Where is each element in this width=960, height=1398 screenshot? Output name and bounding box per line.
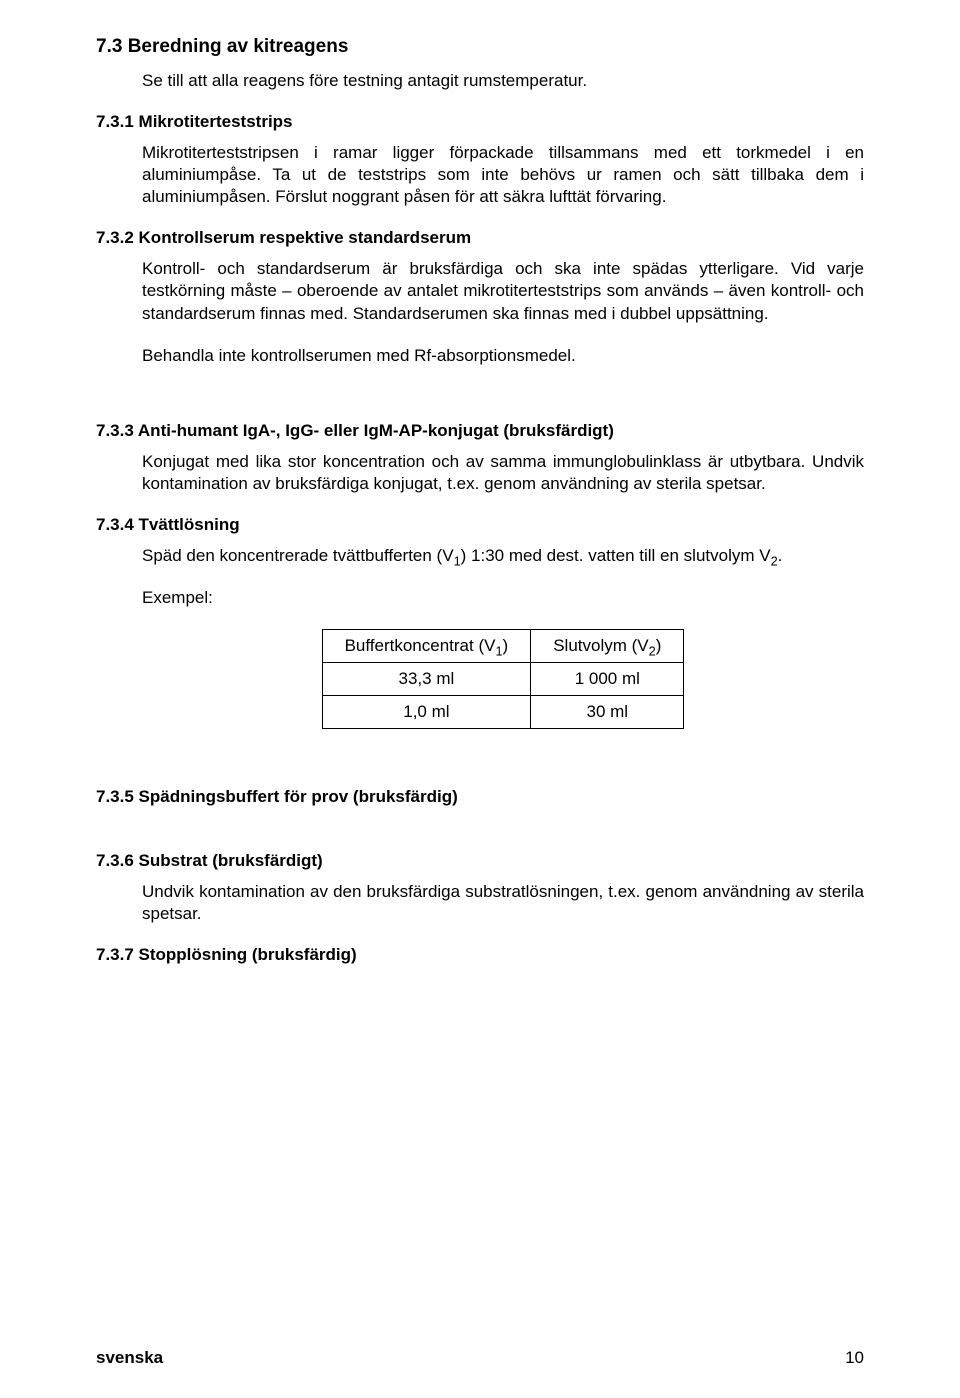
table-cell: 1 000 ml — [531, 663, 684, 696]
text-fragment: . — [778, 546, 783, 565]
section-7-3-2-heading: 7.3.2 Kontrollserum respektive standards… — [96, 228, 864, 248]
section-7-3-4-example-label: Exempel: — [142, 587, 864, 609]
section-7-3-1-body: Mikrotiterteststripsen i ramar ligger fö… — [142, 142, 864, 208]
section-7-3-intro: Se till att alla reagens före testning a… — [142, 70, 864, 92]
section-7-3-4-heading: 7.3.4 Tvättlösning — [96, 515, 864, 535]
table-header-col1: Buffertkoncentrat (V1) — [322, 630, 531, 663]
section-7-3-heading: 7.3 Beredning av kitreagens — [96, 36, 864, 58]
section-7-3-6-heading: 7.3.6 Substrat (bruksfärdigt) — [96, 851, 864, 871]
table-row: 1,0 ml 30 ml — [322, 696, 684, 729]
section-7-3-4-body-a: Späd den koncentrerade tvättbufferten (V… — [142, 545, 864, 567]
section-7-3-5-heading: 7.3.5 Spädningsbuffert för prov (bruksfä… — [96, 787, 864, 807]
text-fragment: Slutvolym (V — [553, 636, 648, 655]
section-7-3-3-body: Konjugat med lika stor koncentration och… — [142, 451, 864, 495]
section-7-3-2-body-a: Kontroll- och standardserum är bruksfärd… — [142, 258, 864, 324]
table-header-col2: Slutvolym (V2) — [531, 630, 684, 663]
section-7-3-7-heading: 7.3.7 Stopplösning (bruksfärdig) — [96, 945, 864, 965]
subscript: 1 — [495, 644, 502, 659]
table-row: 33,3 ml 1 000 ml — [322, 663, 684, 696]
dilution-table-container: Buffertkoncentrat (V1) Slutvolym (V2) 33… — [142, 629, 864, 729]
table-cell: 33,3 ml — [322, 663, 531, 696]
text-fragment: Buffertkoncentrat (V — [345, 636, 496, 655]
subscript: 2 — [771, 553, 778, 568]
subscript: 2 — [649, 644, 656, 659]
page-footer: svenska 10 — [96, 1348, 864, 1368]
dilution-table: Buffertkoncentrat (V1) Slutvolym (V2) 33… — [322, 629, 685, 729]
table-row: Buffertkoncentrat (V1) Slutvolym (V2) — [322, 630, 684, 663]
text-fragment: Späd den koncentrerade tvättbufferten (V — [142, 546, 454, 565]
section-7-3-3-heading: 7.3.3 Anti-humant IgA-, IgG- eller IgM-A… — [96, 421, 864, 441]
section-7-3-1-heading: 7.3.1 Mikrotiterteststrips — [96, 112, 864, 132]
subscript: 1 — [454, 553, 461, 568]
footer-language: svenska — [96, 1348, 163, 1368]
section-7-3-2-body-b: Behandla inte kontrollserumen med Rf-abs… — [142, 345, 864, 367]
footer-page-number: 10 — [845, 1348, 864, 1368]
section-7-3-6-body: Undvik kontamination av den bruksfärdiga… — [142, 881, 864, 925]
table-cell: 30 ml — [531, 696, 684, 729]
text-fragment: ) — [656, 636, 662, 655]
text-fragment: ) — [503, 636, 509, 655]
text-fragment: ) 1:30 med dest. vatten till en slutvoly… — [461, 546, 771, 565]
table-cell: 1,0 ml — [322, 696, 531, 729]
